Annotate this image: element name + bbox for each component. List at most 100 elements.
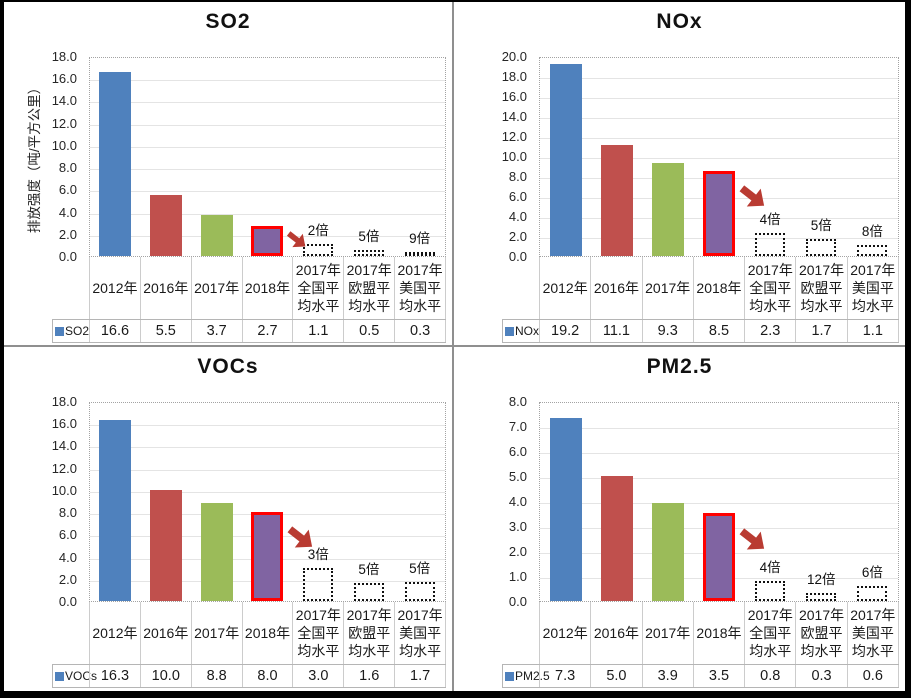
y-tick-label: 4.0	[58, 205, 77, 220]
plot-column: 8倍	[847, 58, 898, 256]
plot-column	[191, 403, 242, 601]
y-tick-label: 5.0	[508, 469, 527, 484]
table-value-cell: 16.6	[89, 320, 140, 342]
gridline	[90, 169, 445, 170]
multiplier-label: 8倍	[861, 224, 883, 239]
plot-column	[141, 58, 192, 256]
table-value-cell: 8.8	[190, 665, 242, 687]
category-label: 2017年	[190, 257, 242, 319]
plot-column	[90, 58, 141, 256]
y-tick-label: 6.0	[508, 444, 527, 459]
plot-column	[242, 58, 293, 256]
multiplier-label: 3倍	[307, 547, 329, 562]
series-label: SO2	[65, 324, 90, 338]
table-value-cell: 10.0	[139, 665, 191, 687]
bar-2018年	[251, 512, 284, 601]
category-label: 2012年	[539, 602, 590, 664]
category-label: 2016年	[139, 257, 191, 319]
category-label: 2018年	[692, 602, 744, 664]
y-tick-label: 10.0	[51, 483, 77, 498]
bar-2016年	[150, 490, 183, 601]
bar-2016年	[600, 476, 633, 601]
bar-2017年	[200, 215, 233, 256]
y-tick-label: 2.0	[508, 229, 527, 244]
dashed-comparison-box	[303, 244, 334, 256]
plot-area: 2倍 5倍 9倍	[89, 57, 446, 257]
y-tick-label: 18.0	[501, 69, 527, 84]
multiplier-label: 9倍	[409, 231, 431, 246]
multiplier-label: 5倍	[358, 562, 380, 577]
plot-column	[642, 58, 693, 256]
data-table-row: NOx 19.2 11.1 9.3 8.5 2.3 1.7 1.1	[502, 319, 899, 343]
y-tick-label: 3.0	[508, 519, 527, 534]
gridline	[90, 425, 445, 426]
gridline	[90, 102, 445, 103]
y-tick-label: 10.0	[501, 149, 527, 164]
bar-2016年	[600, 145, 633, 256]
dashed-comparison-box	[806, 593, 837, 601]
y-tick-label: 8.0	[508, 169, 527, 184]
y-tick-label: 0.0	[58, 594, 77, 609]
data-table-row: PM2.5 7.3 5.0 3.9 3.5 0.8 0.3 0.6	[502, 664, 899, 688]
bar-2018年	[702, 171, 735, 256]
dashed-comparison-box	[303, 568, 334, 601]
chart-title: SO2	[205, 10, 251, 33]
gridline	[540, 478, 898, 479]
plot-column	[540, 403, 591, 601]
y-tick-label: 6.0	[58, 527, 77, 542]
plot-column: 3倍	[293, 403, 344, 601]
y-tick-label: 1.0	[508, 569, 527, 584]
table-value-cell: 1.1	[292, 320, 343, 342]
y-tick-label: 4.0	[508, 209, 527, 224]
series-label: PM2.5	[515, 669, 550, 683]
table-value-cell: 3.0	[292, 665, 343, 687]
table-value-cell: 5.0	[590, 665, 641, 687]
dashed-comparison-box	[857, 245, 888, 256]
y-tick-label: 6.0	[508, 189, 527, 204]
y-tick-label: 18.0	[51, 49, 77, 64]
plot-column	[591, 403, 642, 601]
gridline	[540, 78, 898, 79]
data-table-row: SO2 16.6 5.5 3.7 2.7 1.1 0.5 0.3	[52, 319, 447, 343]
category-label: 2017年欧盟平均水平	[795, 602, 846, 664]
legend-cell: PM2.5	[502, 665, 550, 687]
bar-2018年	[702, 513, 735, 601]
x-axis-category-labels: 2012年 2016年 2017年 2018年 2017年全国平均水平 2017年欧盟平均…	[89, 257, 447, 319]
plot-column: 5倍	[344, 58, 395, 256]
category-label: 2012年	[89, 602, 140, 664]
y-tick-label: 12.0	[501, 129, 527, 144]
gridline	[540, 158, 898, 159]
bar-2017年	[651, 163, 684, 256]
plot-column: 12倍	[796, 403, 847, 601]
y-tick-label: 8.0	[58, 505, 77, 520]
table-value-cell: 3.7	[190, 320, 242, 342]
plot-column	[540, 58, 591, 256]
table-value-cell: 3.9	[641, 665, 693, 687]
category-label: 2012年	[89, 257, 140, 319]
table-value-cell: 2.3	[744, 320, 795, 342]
category-label: 2018年	[692, 257, 744, 319]
y-tick-label: 4.0	[508, 494, 527, 509]
multiplier-label: 5倍	[810, 218, 832, 233]
multiplier-label: 2倍	[307, 223, 329, 238]
y-axis-ticks: 18.0 16.0 14.0 12.0 10.0 8.0 6.0 4.0 2.0 0.0	[4, 49, 84, 264]
y-tick-label: 14.0	[51, 438, 77, 453]
y-tick-label: 16.0	[501, 89, 527, 104]
gridline	[90, 147, 445, 148]
bar-2012年	[549, 418, 582, 601]
series-key-icon	[55, 326, 64, 336]
table-value-cell: 19.2	[539, 320, 590, 342]
y-tick-label: 2.0	[58, 227, 77, 242]
legend-cell: SO2	[52, 320, 89, 342]
dashed-comparison-box	[353, 583, 384, 601]
bar-2012年	[99, 420, 132, 601]
plot-area: 4倍 12倍 6倍	[539, 402, 899, 602]
multiplier-label: 4倍	[759, 212, 781, 227]
y-tick-label: 20.0	[501, 49, 527, 64]
gridline	[90, 191, 445, 192]
table-value-cell: 16.3	[89, 665, 140, 687]
plot-column: 2倍	[293, 58, 344, 256]
plot-column	[141, 403, 192, 601]
plot-column: 5倍	[796, 58, 847, 256]
